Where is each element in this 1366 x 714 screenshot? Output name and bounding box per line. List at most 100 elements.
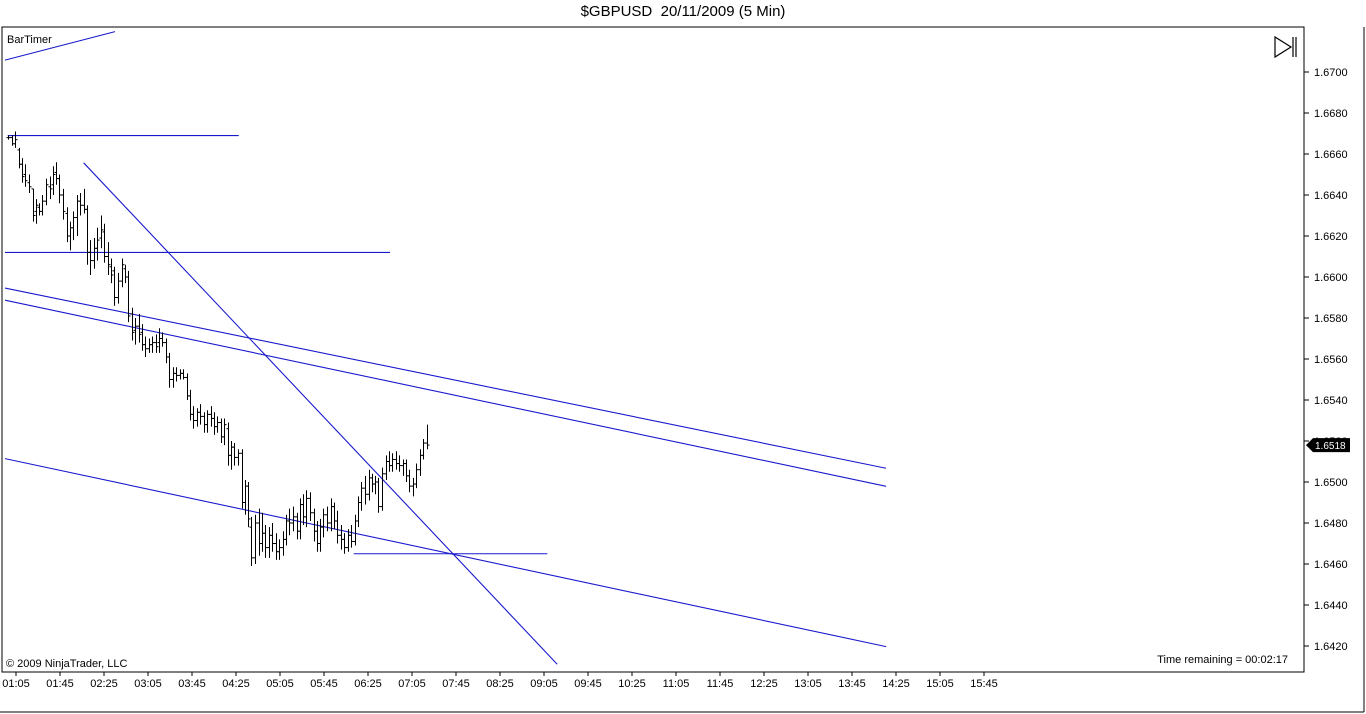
time-tick-label: 03:45 [178, 678, 206, 690]
ohlc-bar [205, 410, 210, 433]
time-tick-label: 13:05 [794, 678, 822, 690]
time-tick-label: 10:25 [618, 678, 646, 690]
ohlc-bar [120, 258, 125, 288]
ohlc-bar [325, 506, 330, 532]
time-tick-label: 07:05 [398, 678, 426, 690]
steep-downtrend[interactable] [83, 162, 558, 665]
ohlc-bar [222, 418, 227, 446]
ohlc-bar [425, 424, 430, 450]
ohlc-bar [154, 334, 159, 353]
ohlc-bar [106, 242, 111, 275]
ohlc-bar [287, 508, 292, 536]
ohlc-bar [232, 443, 237, 466]
ohlc-bar [31, 188, 36, 222]
ohlc-bar [112, 266, 117, 306]
time-tick-label: 14:25 [882, 678, 910, 690]
price-tick-label: 1.6420 [1314, 641, 1348, 653]
ohlc-bar [421, 438, 426, 460]
price-tick-label: 1.6440 [1314, 600, 1348, 612]
ohlc-bar [137, 313, 142, 343]
ohlc-bar [116, 272, 121, 304]
ohlc-bar [414, 463, 419, 489]
ohlc-bar [23, 164, 28, 187]
ohlc-bar [150, 336, 155, 353]
ohlc-bar [160, 332, 165, 347]
ohlc-bar [253, 514, 258, 564]
time-tick-label: 11:45 [707, 678, 734, 690]
ohlc-bar [263, 525, 268, 558]
ohlc-bar [321, 508, 326, 538]
time-tick-label: 03:05 [134, 678, 162, 690]
time-tick-label: 13:45 [838, 678, 866, 690]
ohlc-bar [376, 477, 381, 513]
ohlc-bar [349, 525, 354, 548]
ohlc-bar [102, 223, 107, 263]
ohlc-bar [27, 174, 32, 193]
ohlc-bar [20, 158, 25, 183]
channel-middle[interactable] [4, 299, 887, 487]
price-tick-label: 1.6700 [1314, 67, 1348, 79]
ohlc-bar [40, 195, 45, 216]
time-tick-label: 05:05 [266, 678, 294, 690]
ohlc-bars [6, 131, 430, 567]
time-tick-label: 04:25 [222, 678, 250, 690]
ohlc-bar [181, 369, 186, 380]
ohlc-bar [246, 482, 251, 528]
time-tick-label: 01:45 [46, 678, 74, 690]
price-tick-label: 1.6620 [1314, 231, 1348, 243]
ohlc-bar [277, 539, 282, 560]
upper-left-trendline[interactable] [4, 31, 116, 61]
time-tick-label: 09:05 [530, 678, 558, 690]
channel-upper[interactable] [4, 287, 887, 469]
ohlc-bar [44, 178, 49, 206]
ohlc-bar [88, 240, 93, 275]
ohlc-bar [380, 467, 385, 511]
skip-forward-icon[interactable] [1274, 35, 1297, 59]
ohlc-bar [61, 188, 66, 220]
drawn-lines [4, 31, 887, 665]
time-tick-label: 07:45 [442, 678, 470, 690]
price-tick-label: 1.6580 [1314, 313, 1348, 325]
ohlc-bar [95, 227, 100, 261]
time-tick-label: 01:05 [2, 678, 30, 690]
time-tick-label: 11:05 [663, 678, 690, 690]
ohlc-bar [71, 211, 76, 241]
price-tick-label: 1.6500 [1314, 477, 1348, 489]
ohlc-bar [335, 510, 340, 544]
ohlc-bar [359, 482, 364, 511]
price-axis: 1.6700 1.6680 1.6660 1.6640 1.6620 1.6600 1.65… [1304, 67, 1348, 653]
time-axis: 01:05 01:45 02:25 03:05 03:45 04:25 05:05 05:45… [2, 672, 998, 690]
ohlc-bar [13, 131, 18, 148]
time-tick-label: 15:05 [926, 678, 954, 690]
ohlc-bar [133, 318, 138, 345]
channel-lower[interactable] [4, 458, 887, 648]
price-tick-label: 1.6600 [1314, 272, 1348, 284]
ohlc-bar [174, 367, 179, 382]
ohlc-bar [126, 270, 131, 323]
current-price-label: 1.6518 [1315, 441, 1346, 452]
time-tick-label: 05:45 [310, 678, 338, 690]
ohlc-bar [215, 416, 220, 433]
ohlc-bar [51, 166, 56, 195]
price-tick-label: 1.6660 [1314, 149, 1348, 161]
price-tick-label: 1.6460 [1314, 559, 1348, 571]
ohlc-bar [6, 135, 11, 140]
plot-frame [1, 26, 1305, 673]
ohlc-bar [48, 176, 53, 200]
ohlc-bar [57, 174, 62, 204]
time-remaining-label: Time remaining = 00:02:17 [1157, 654, 1288, 666]
ohlc-bar [198, 404, 203, 425]
time-tick-label: 08:25 [486, 678, 514, 690]
time-tick-label: 02:25 [90, 678, 118, 690]
time-tick-label: 15:45 [970, 678, 998, 690]
copyright-label: © 2009 NinjaTrader, LLC [6, 658, 127, 670]
time-tick-label: 06:25 [354, 678, 382, 690]
price-tick-label: 1.6680 [1314, 108, 1348, 120]
ohlc-bar [342, 533, 347, 554]
ohlc-bar [270, 523, 275, 552]
ohlc-bar [236, 449, 241, 466]
current-price-marker: 1.6518 [1306, 438, 1350, 453]
ohlc-bar [109, 258, 114, 284]
ohlc-bar [308, 492, 313, 521]
